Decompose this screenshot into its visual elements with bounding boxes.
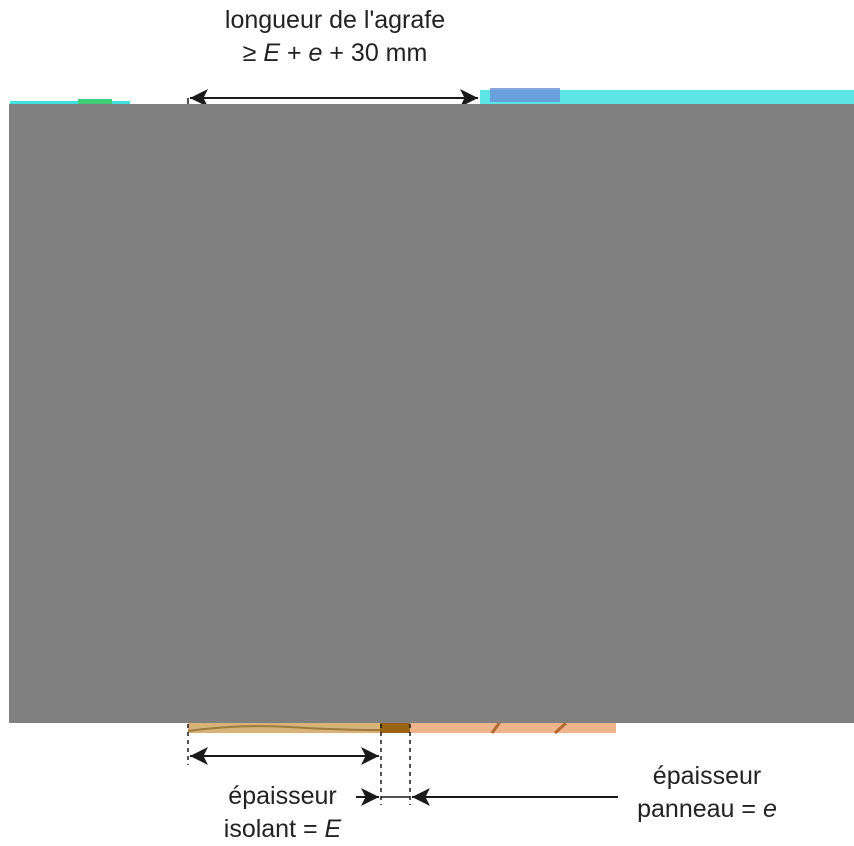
staple-length-label: longueur de l'agrafe ≥ E + e + 30 mm — [170, 4, 500, 70]
occluding-block — [9, 104, 854, 723]
panel-grain-1 — [490, 721, 502, 734]
insulation-thickness-label: épaisseur isolant = E — [200, 780, 365, 846]
staple-length-label-line2: ≥ E + e + 30 mm — [242, 39, 428, 67]
panel-thickness-label: épaisseur panneau = e — [617, 760, 797, 826]
insulation-thickness-label-line2: isolant = E — [223, 815, 342, 843]
panel-thickness-label-line1: épaisseur — [652, 762, 762, 790]
panel-grain-2 — [553, 721, 568, 735]
artifact-strip-right — [480, 90, 854, 106]
artifact-block-right — [490, 88, 560, 102]
staple-length-label-line1: longueur de l'agrafe — [224, 6, 446, 34]
insulation-thickness-label-line1: épaisseur — [228, 782, 337, 810]
panel-thickness-label-line2: panneau = e — [637, 795, 777, 823]
insulation-fiber-line — [187, 725, 381, 732]
artifact-block-left — [78, 99, 112, 107]
